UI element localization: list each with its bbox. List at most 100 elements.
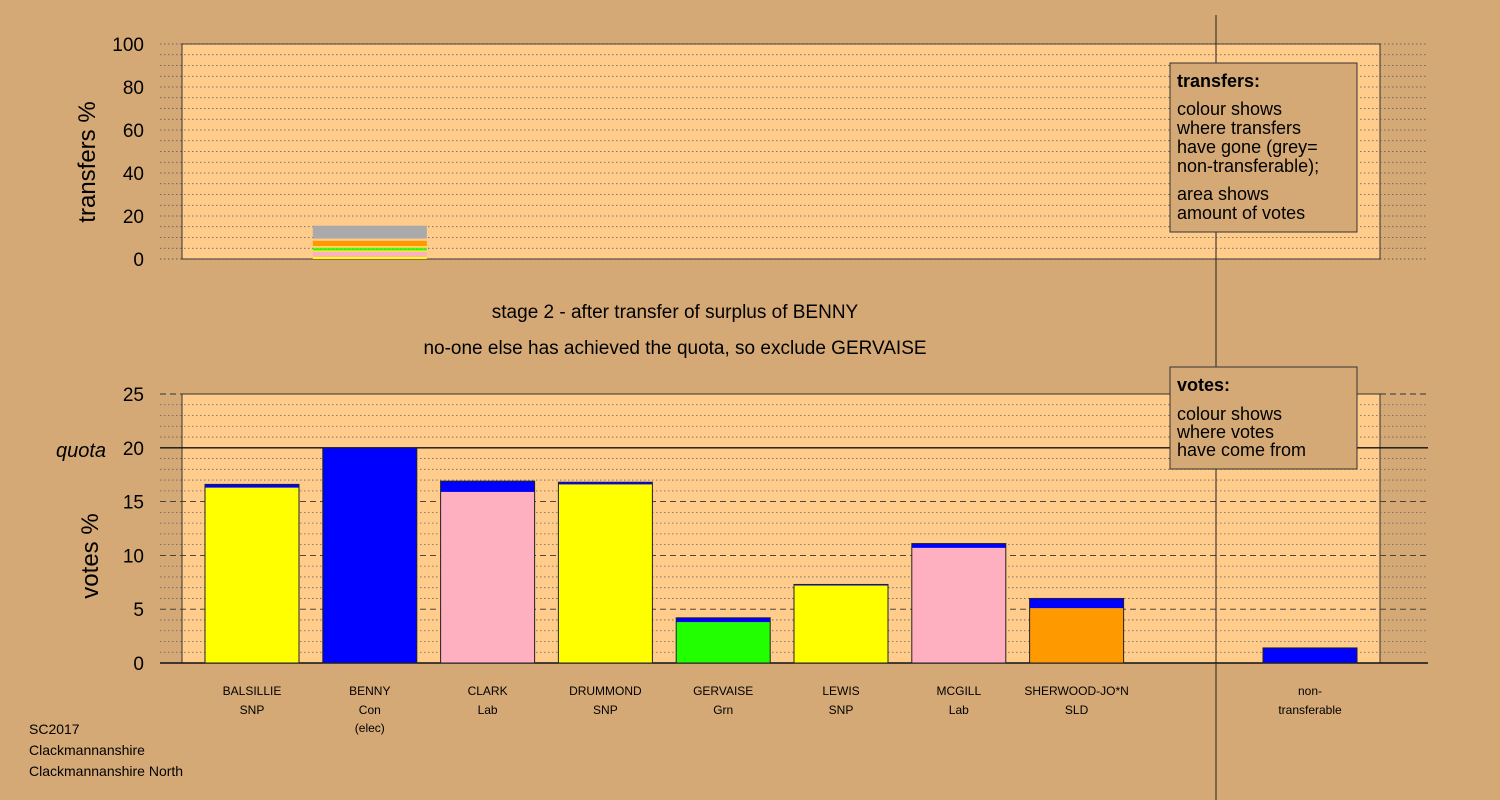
transfer-segment [312, 248, 427, 251]
transfers-tick-label: 60 [123, 121, 144, 142]
nontransferable-bar [1262, 647, 1358, 664]
vote-segment [794, 584, 888, 586]
footer-council: Clackmannanshire [29, 742, 145, 758]
candidate-bar [675, 617, 771, 664]
transfers-legend-title: transfers: [1177, 71, 1260, 91]
votes-tick-label: 0 [133, 654, 144, 675]
candidate-note: (elec) [355, 721, 385, 735]
candidate-labels: BALSILLIE SNP BENNY Con (elec) CLARK Lab DRUMMO… [223, 684, 1342, 735]
vote-segment [205, 484, 299, 488]
transfers-tick-label: 100 [112, 35, 144, 56]
candidate-bar [1029, 597, 1125, 664]
stage-heading: stage 2 - after transfer of surplus of B… [492, 302, 859, 323]
footer-election: SC2017 [29, 721, 80, 737]
votes-y-ticks: 0 5 10 15 20 25 [123, 385, 144, 675]
transfers-legend-line: colour shows [1177, 99, 1282, 119]
transfer-segment [312, 240, 427, 247]
transfers-tick-label: 80 [123, 78, 144, 99]
transfers-legend-box [1169, 62, 1358, 233]
votes-tick-label: 5 [133, 600, 144, 621]
bar-outline [911, 543, 1007, 664]
vote-segment [911, 543, 1006, 548]
bar-outline [440, 480, 536, 664]
vote-segment [1029, 598, 1124, 609]
vote-segment [440, 481, 535, 492]
transfers-tick-label: 0 [133, 250, 144, 271]
quota-label: quota [56, 440, 106, 462]
transfer-segment [312, 225, 427, 239]
transfers-legend-line: where transfers [1176, 118, 1301, 138]
votes-tick-label: 15 [123, 493, 144, 514]
vote-segment [558, 482, 653, 485]
candidate-bar [793, 583, 889, 664]
nontransferable-label: transferable [1278, 703, 1342, 717]
votes-tick-label: 20 [123, 439, 144, 460]
candidate-party: Grn [713, 703, 733, 717]
nontransferable-label: non- [1298, 684, 1322, 698]
candidate-name: LEWIS [822, 684, 859, 698]
candidate-name: DRUMMOND [569, 684, 642, 698]
bar-outline [557, 481, 653, 664]
transfers-y-ticks: 0 20 40 60 80 100 [112, 35, 144, 271]
transfers-legend-line: amount of votes [1177, 203, 1305, 223]
transfer-segment [312, 251, 427, 257]
transfers-y-axis-label: transfers % [74, 101, 101, 222]
candidate-bar [911, 543, 1007, 664]
vote-segment [322, 447, 417, 663]
bar-outline [1262, 647, 1358, 664]
candidate-party: Lab [478, 703, 498, 717]
transfer-segment [312, 250, 427, 252]
candidate-party: SNP [240, 703, 265, 717]
vote-segment [1263, 647, 1357, 663]
candidate-party: SNP [593, 703, 618, 717]
vote-segment [205, 487, 299, 663]
candidate-bar [557, 481, 653, 664]
vote-segment [558, 484, 653, 663]
transfers-bar [312, 225, 427, 259]
votes-legend-line: where votes [1176, 422, 1274, 442]
transfers-legend-line: area shows [1177, 184, 1269, 204]
votes-tick-label: 10 [123, 546, 144, 567]
candidate-party: Lab [949, 703, 969, 717]
bar-outline [675, 617, 771, 664]
vote-segment [1029, 608, 1124, 663]
vote-segment [676, 617, 771, 623]
action-heading: no-one else has achieved the quota, so e… [423, 338, 926, 359]
bar-outline [793, 583, 889, 664]
candidate-bar [322, 447, 418, 664]
candidate-name: SHERWOOD-JO*N [1024, 684, 1128, 698]
transfers-legend: transfers: colour shows where transfers … [1169, 62, 1358, 233]
vote-segment [911, 547, 1006, 663]
votes-legend-line: have come from [1177, 440, 1306, 460]
vote-segment [676, 622, 771, 663]
candidate-bar [440, 480, 536, 664]
candidate-name: BALSILLIE [223, 684, 282, 698]
votes-y-axis-label: votes % [77, 513, 104, 598]
candidate-name: MCGILL [936, 684, 981, 698]
votes-tick-label: 25 [123, 385, 144, 406]
candidate-name: BENNY [349, 684, 390, 698]
footer-ward: Clackmannanshire North [29, 763, 183, 779]
transfer-segment [312, 247, 427, 249]
vote-segment [440, 491, 535, 663]
bar-outline [1029, 597, 1125, 664]
candidate-name: GERVAISE [693, 684, 753, 698]
bar-outline [322, 447, 418, 664]
transfers-tick-label: 20 [123, 207, 144, 228]
votes-legend: votes: colour shows where votes have com… [1169, 366, 1358, 470]
votes-legend-line: colour shows [1177, 404, 1282, 424]
candidate-party: SLD [1065, 703, 1089, 717]
votes-bars [204, 447, 1358, 664]
transfer-segment [312, 238, 427, 241]
votes-legend-box [1169, 366, 1358, 470]
candidate-party: Con [359, 703, 381, 717]
candidate-party: SNP [829, 703, 854, 717]
transfer-segment [312, 256, 427, 259]
transfer-segment [312, 246, 427, 248]
transfers-legend-line: non-transferable); [1177, 156, 1319, 176]
transfers-tick-label: 40 [123, 164, 144, 185]
candidate-bar [204, 483, 300, 664]
transfers-legend-line: have gone (grey= [1177, 137, 1318, 157]
votes-legend-title: votes: [1177, 375, 1230, 395]
